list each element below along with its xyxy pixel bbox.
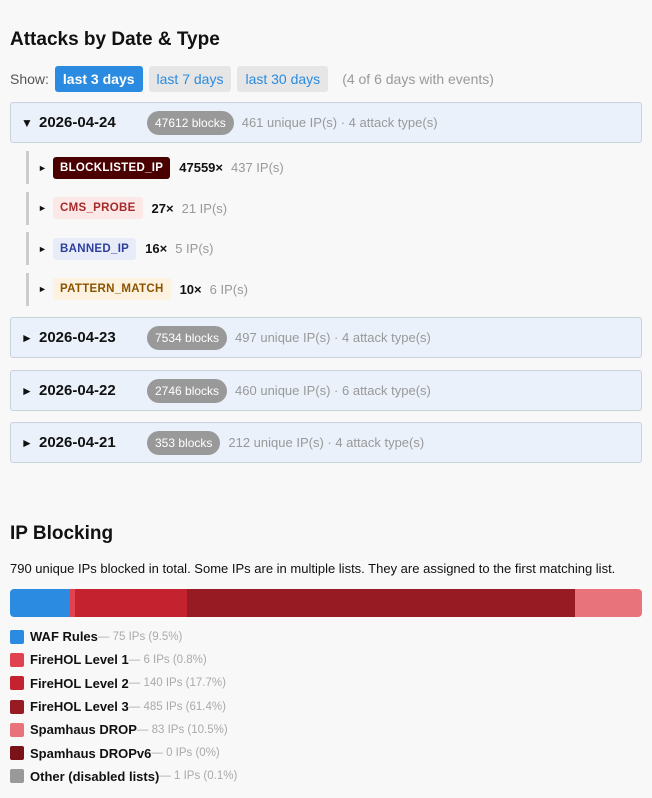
day-meta: 461 unique IP(s) · 4 attack type(s) <box>241 115 438 130</box>
list-name: FireHOL Level 2 <box>30 675 129 691</box>
caret-down-icon[interactable]: ▼ <box>21 115 33 130</box>
list-detail: — 140 IPs (17.7%) <box>128 677 226 690</box>
bar-segment <box>70 589 76 617</box>
caret-right-icon[interactable]: ► <box>21 330 33 345</box>
day-date: 2026-04-24 <box>39 114 116 131</box>
caret-right-icon[interactable]: ► <box>38 243 47 254</box>
days-note: (4 of 6 days with events) <box>342 71 494 87</box>
list-name: FireHOL Level 3 <box>30 699 129 715</box>
list-name: Spamhaus DROP <box>30 722 137 738</box>
legend-item: Spamhaus DROPv6 — 0 IPs (0%) <box>10 741 237 764</box>
list-name: Spamhaus DROPv6 <box>30 745 152 761</box>
attack-ips: 6 IP(s) <box>209 281 248 297</box>
attack-type-row[interactable]: ► BLOCKLISTED_IP 47559× 437 IP(s) <box>26 151 284 184</box>
blocklist-legend: WAF Rules — 75 IPs (9.5%) FireHOL Level … <box>10 625 237 788</box>
list-detail: — 485 IPs (61.4%) <box>128 700 226 713</box>
blocks-badge: 353 blocks <box>147 430 221 455</box>
attack-type-tag: BLOCKLISTED_IP <box>53 156 171 179</box>
day-date: 2026-04-22 <box>39 382 116 399</box>
blocks-badge: 2746 blocks <box>147 378 228 403</box>
caret-right-icon[interactable]: ► <box>38 203 47 213</box>
blocklist-stacked-bar <box>10 589 642 617</box>
legend-item: FireHOL Level 3 — 485 IPs (61.4%) <box>10 695 237 718</box>
day-meta: 497 unique IP(s) · 4 attack type(s) <box>235 330 431 345</box>
attack-count: 16× <box>145 241 168 256</box>
legend-swatch <box>10 769 24 784</box>
attack-count: 10× <box>179 281 202 297</box>
attack-ips: 437 IP(s) <box>231 160 284 175</box>
legend-swatch <box>10 676 24 691</box>
legend-item: WAF Rules — 75 IPs (9.5%) <box>10 625 237 648</box>
attack-type-tag: CMS_PROBE <box>53 197 143 219</box>
ip-blocking-description: 790 unique IPs blocked in total. Some IP… <box>10 561 616 576</box>
list-detail: — 75 IPs (9.5%) <box>97 630 183 643</box>
legend-swatch <box>10 699 24 714</box>
day-meta: 460 unique IP(s) · 6 attack type(s) <box>235 383 431 398</box>
filter-last-3-days[interactable]: last 3 days <box>54 66 143 92</box>
bar-segment <box>10 589 71 617</box>
list-name: FireHOL Level 1 <box>30 652 129 668</box>
attack-type-tag: PATTERN_MATCH <box>53 278 171 300</box>
legend-item: FireHOL Level 2 — 140 IPs (17.7%) <box>10 672 237 695</box>
legend-item: Other (disabled lists) — 1 IPs (0.1%) <box>10 765 237 788</box>
day-row[interactable]: ▼ 2026-04-24 47612 blocks 461 unique IP(… <box>10 102 642 143</box>
filter-last-7-days[interactable]: last 7 days <box>148 66 232 92</box>
attack-ips: 5 IP(s) <box>175 241 214 256</box>
attack-type-row[interactable]: ► BANNED_IP 16× 5 IP(s) <box>26 232 214 265</box>
day-row[interactable]: ► 2026-04-23 7534 blocks 497 unique IP(s… <box>10 317 642 358</box>
list-name: WAF Rules <box>30 629 98 645</box>
range-filter: Show: last 3 days last 7 days last 30 da… <box>10 66 494 92</box>
attack-count: 27× <box>151 200 174 216</box>
list-detail: — 6 IPs (0.8%) <box>128 653 207 666</box>
legend-item: FireHOL Level 1 — 6 IPs (0.8%) <box>10 648 237 671</box>
caret-right-icon[interactable]: ► <box>38 162 47 173</box>
attack-ips: 21 IP(s) <box>181 200 228 216</box>
bar-segment <box>186 589 575 617</box>
ip-blocking-title: IP Blocking <box>10 523 114 544</box>
day-date: 2026-04-21 <box>39 434 116 451</box>
caret-right-icon[interactable]: ► <box>21 383 33 398</box>
attack-count: 47559× <box>179 160 223 175</box>
list-detail: — 83 IPs (10.5%) <box>136 723 228 736</box>
day-date: 2026-04-23 <box>39 329 116 346</box>
day-row[interactable]: ► 2026-04-22 2746 blocks 460 unique IP(s… <box>10 370 642 411</box>
attack-type-row[interactable]: ► CMS_PROBE 27× 21 IP(s) <box>26 191 228 225</box>
legend-swatch <box>10 652 24 667</box>
day-row[interactable]: ► 2026-04-21 353 blocks 212 unique IP(s)… <box>10 422 642 463</box>
legend-item: Spamhaus DROP — 83 IPs (10.5%) <box>10 718 237 741</box>
attacks-title: Attacks by Date & Type <box>10 29 220 50</box>
bar-segment <box>641 589 642 617</box>
list-name: Other (disabled lists) <box>30 768 160 784</box>
filter-last-30-days[interactable]: last 30 days <box>237 66 329 92</box>
blocks-badge: 47612 blocks <box>147 110 234 135</box>
legend-swatch <box>10 746 24 761</box>
show-label: Show: <box>10 71 49 87</box>
list-detail: — 1 IPs (0.1%) <box>159 770 238 783</box>
day-meta: 212 unique IP(s) · 4 attack type(s) <box>228 435 425 450</box>
blocks-badge: 7534 blocks <box>147 325 228 350</box>
caret-right-icon[interactable]: ► <box>38 284 47 294</box>
bar-segment <box>75 589 187 617</box>
attack-type-tag: BANNED_IP <box>53 237 137 260</box>
caret-right-icon[interactable]: ► <box>21 435 33 450</box>
legend-swatch <box>10 629 24 644</box>
attack-type-row[interactable]: ► PATTERN_MATCH 10× 6 IP(s) <box>26 272 248 306</box>
list-detail: — 0 IPs (0%) <box>151 747 220 760</box>
bar-segment <box>574 589 642 617</box>
legend-swatch <box>10 722 24 737</box>
